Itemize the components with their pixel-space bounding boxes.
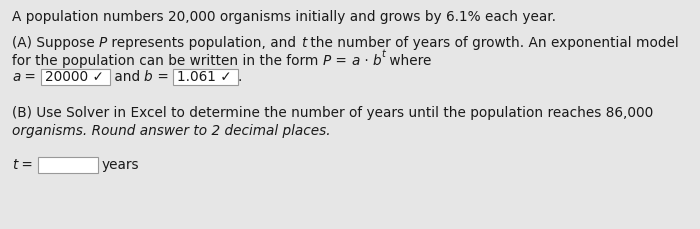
Text: a: a [351, 54, 360, 68]
Bar [173, 69, 237, 85]
Text: t: t [12, 158, 18, 172]
Text: =: = [331, 54, 351, 68]
Text: =: = [18, 158, 38, 172]
Text: t: t [382, 49, 385, 59]
Text: b: b [372, 54, 382, 68]
Text: P: P [323, 54, 331, 68]
Text: A population numbers 20,000 organisms initially and grows by 6.1% each year.: A population numbers 20,000 organisms in… [12, 10, 556, 24]
Text: where: where [385, 54, 432, 68]
Text: a: a [12, 70, 20, 84]
Text: (A) Suppose: (A) Suppose [12, 36, 99, 50]
Text: 20000 ✓: 20000 ✓ [45, 70, 104, 84]
Text: and: and [109, 70, 144, 84]
Bar [38, 157, 97, 173]
Text: t: t [301, 36, 306, 50]
Text: (B) Use Solver in Excel to determine the number of years until the population re: (B) Use Solver in Excel to determine the… [12, 106, 653, 120]
Text: =: = [153, 70, 173, 84]
Bar [41, 69, 109, 85]
Text: P: P [99, 36, 107, 50]
Text: .: . [237, 70, 242, 84]
Text: 1.061 ✓: 1.061 ✓ [177, 70, 232, 84]
Text: organisms. Round answer to 2 decimal places.: organisms. Round answer to 2 decimal pla… [12, 124, 330, 138]
Text: the number of years of growth. An exponential model: the number of years of growth. An expone… [306, 36, 679, 50]
Text: =: = [20, 70, 41, 84]
Text: b: b [144, 70, 153, 84]
Text: represents population, and: represents population, and [107, 36, 301, 50]
Text: years: years [102, 158, 139, 172]
Text: ·: · [360, 54, 372, 68]
Text: for the population can be written in the form: for the population can be written in the… [12, 54, 323, 68]
